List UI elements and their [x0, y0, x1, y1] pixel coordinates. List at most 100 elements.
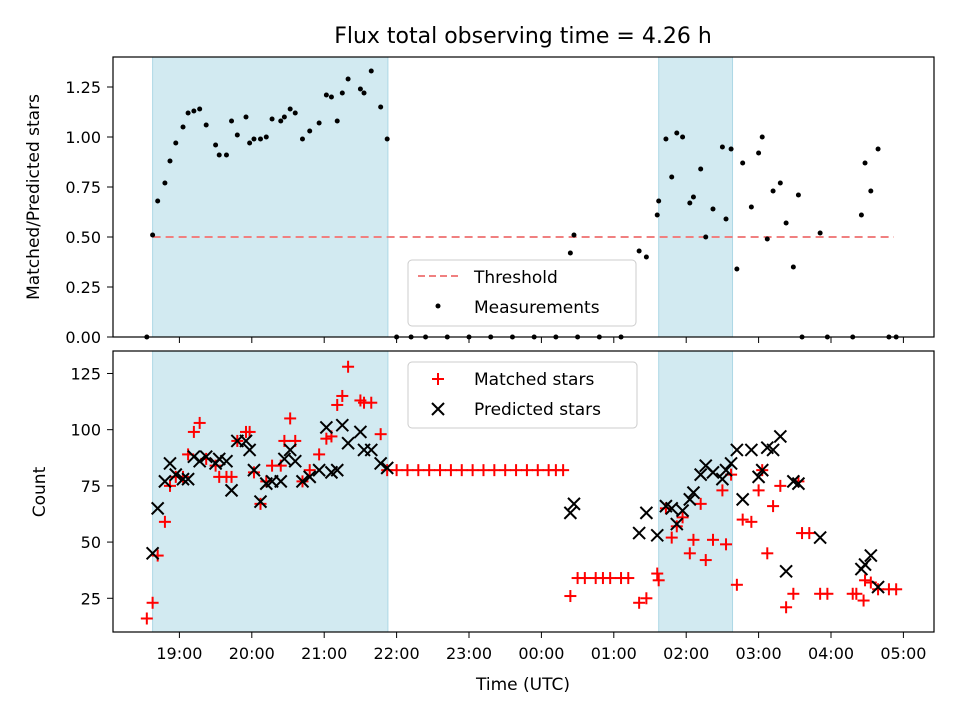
legend-matched-label: Matched stars	[474, 370, 594, 390]
predicted-stars-point	[563, 506, 578, 520]
matched-stars-point	[676, 511, 689, 524]
predicted-stars-point	[715, 472, 730, 486]
matched-stars-point	[320, 432, 333, 445]
predicted-stars-point	[274, 474, 288, 489]
x-stroke	[719, 463, 733, 477]
measurement-point	[243, 114, 249, 120]
top-plot-frame	[112, 56, 935, 338]
matched-stars-point	[401, 464, 414, 477]
matched-stars-point	[857, 594, 870, 607]
x-stroke	[380, 461, 394, 475]
measurement-point	[234, 132, 240, 138]
matched-stars-point	[780, 601, 793, 614]
count-series	[140, 360, 903, 625]
matched-stars-point	[850, 587, 863, 600]
x-stroke	[735, 492, 750, 507]
predicted-stars-point	[380, 461, 394, 475]
matched-stars-point	[342, 360, 355, 373]
measurement-point	[251, 136, 257, 142]
matched-stars-point	[331, 398, 344, 411]
x-stroke	[319, 420, 334, 435]
x-stroke	[219, 454, 234, 468]
matched-stars-point	[687, 533, 700, 546]
x-stroke	[563, 506, 578, 520]
matched-legend-icon	[432, 373, 444, 385]
x-stroke	[715, 472, 730, 486]
measurement-point	[770, 188, 776, 194]
matched-stars-point	[260, 475, 273, 488]
matched-stars-point	[313, 448, 326, 461]
measurement-point	[759, 134, 765, 140]
y-tick-label: 50	[81, 533, 101, 552]
matched-stars-point	[434, 464, 447, 477]
x-stroke	[274, 474, 288, 489]
measurement-point	[790, 264, 796, 270]
y-tick-label: 75	[81, 477, 101, 496]
matched-stars-point	[651, 567, 664, 580]
x-stroke	[699, 458, 713, 473]
matched-stars-point	[730, 578, 743, 591]
x-tick-label: 22:00	[374, 644, 420, 663]
matched-stars-point	[488, 464, 501, 477]
predicted-stars-point	[242, 443, 257, 457]
predicted-stars-point	[755, 463, 769, 477]
measurement-point	[361, 90, 367, 96]
bottom-legend: Matched stars Predicted stars	[407, 361, 638, 429]
y-tick-label: 0.25	[65, 278, 101, 297]
x-stroke	[247, 463, 261, 477]
measurement-point	[723, 216, 729, 222]
measurement-point	[654, 212, 660, 218]
matched-stars-point	[652, 574, 665, 587]
top-legend-box	[407, 259, 637, 327]
measurement-point	[817, 230, 823, 236]
measurement-point	[357, 86, 363, 92]
x-tick-label: 23:00	[446, 644, 492, 663]
x-stroke	[858, 557, 872, 572]
x-stroke	[686, 485, 701, 500]
predicted-stars-point	[239, 434, 253, 448]
x-stroke	[330, 463, 344, 477]
y-tick-label: 0.75	[65, 178, 101, 197]
matched-stars-point	[859, 574, 872, 587]
predicted-stars-point	[670, 517, 684, 531]
x-stroke	[773, 429, 788, 444]
predicted-stars-point	[373, 456, 388, 471]
x-stroke	[341, 436, 355, 450]
x-tick-label: 19:00	[156, 644, 202, 663]
matched-stars-point	[140, 612, 153, 625]
measurement-point	[185, 110, 191, 116]
top-x-tickmarks	[178, 337, 904, 343]
chart-title: Flux total observing time = 4.26 h	[334, 24, 712, 49]
predicted-stars-point	[192, 454, 207, 468]
predicted-stars-point	[719, 463, 733, 477]
measurement-point	[263, 134, 269, 140]
predicted-stars-point	[871, 580, 885, 594]
predicted-stars-point	[650, 528, 664, 543]
x-stroke	[639, 506, 654, 520]
matched-stars-point	[531, 464, 544, 477]
measurements-legend-icon	[435, 303, 441, 309]
y-tick-label: 125	[70, 364, 101, 383]
measurement-point	[674, 130, 680, 136]
measurement-point	[150, 232, 156, 238]
matched-stars-point	[365, 396, 378, 409]
predicted-stars-point	[199, 449, 213, 464]
matched-stars-point	[374, 428, 387, 441]
x-tick-label: 01:00	[591, 644, 637, 663]
x-stroke	[163, 456, 177, 471]
x-stroke	[675, 503, 690, 518]
bottom-y-axis: 25 50 75 100 125	[70, 364, 113, 608]
y-tick-label: 100	[70, 421, 101, 440]
predicted-stars-point	[665, 501, 679, 516]
measurement-point	[795, 192, 801, 198]
predicted-stars-point	[283, 443, 297, 457]
x-stroke	[169, 467, 183, 482]
y-tick-label: 25	[81, 589, 101, 608]
matched-stars-point	[193, 416, 206, 429]
matched-stars-point	[761, 547, 774, 560]
measurement-point	[155, 198, 161, 204]
x-stroke	[224, 483, 239, 498]
measurement-point	[783, 220, 789, 226]
measurement-point	[777, 180, 783, 186]
x-stroke	[683, 492, 697, 507]
